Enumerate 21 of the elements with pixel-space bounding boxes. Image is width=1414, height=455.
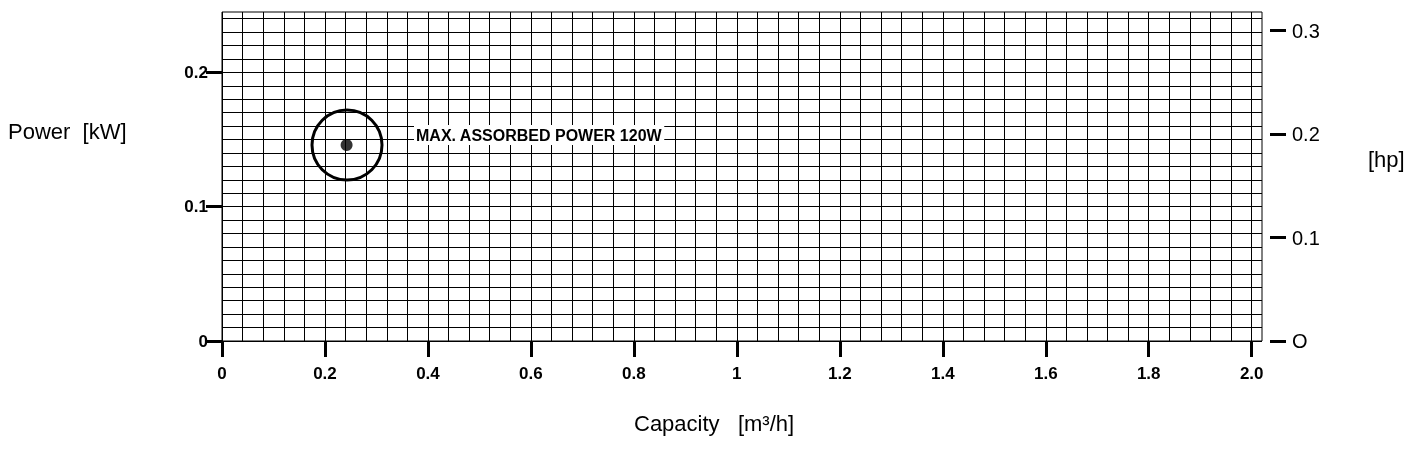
y2-tick-label: 0.1 bbox=[1292, 226, 1320, 249]
x-tick-label: 1.2 bbox=[828, 364, 852, 383]
x-tick-label: 0.8 bbox=[622, 364, 646, 383]
x-tick-label: 0 bbox=[217, 364, 227, 383]
y-tick-label: 0.2 bbox=[184, 62, 208, 82]
x-tick-label: 1.6 bbox=[1033, 364, 1058, 383]
x-tick-label: 0.4 bbox=[416, 364, 441, 383]
x-tick-label: 0.2 bbox=[313, 364, 337, 383]
x-tick-label: 0.6 bbox=[519, 364, 543, 383]
x-axis-title: Capacity [m³/h] bbox=[634, 410, 795, 436]
y-tick-label: 0.1 bbox=[184, 197, 208, 217]
y2-axis-title: [hp] bbox=[1368, 146, 1405, 172]
y-axis-title: Power [kW] bbox=[8, 118, 127, 144]
x-tick-label: 1 bbox=[732, 364, 742, 383]
x-tick-label: 2.0 bbox=[1239, 364, 1264, 383]
y2-tick-label: O bbox=[1292, 330, 1308, 352]
x-tick-label: 1.8 bbox=[1136, 364, 1161, 383]
x-tick-label: 1.4 bbox=[930, 364, 956, 383]
y2-tick-label: 0.2 bbox=[1292, 123, 1320, 146]
y2-tick-label: 0.3 bbox=[1292, 19, 1320, 42]
annotation: MAX. ASSORBED POWER 120W bbox=[416, 126, 663, 144]
